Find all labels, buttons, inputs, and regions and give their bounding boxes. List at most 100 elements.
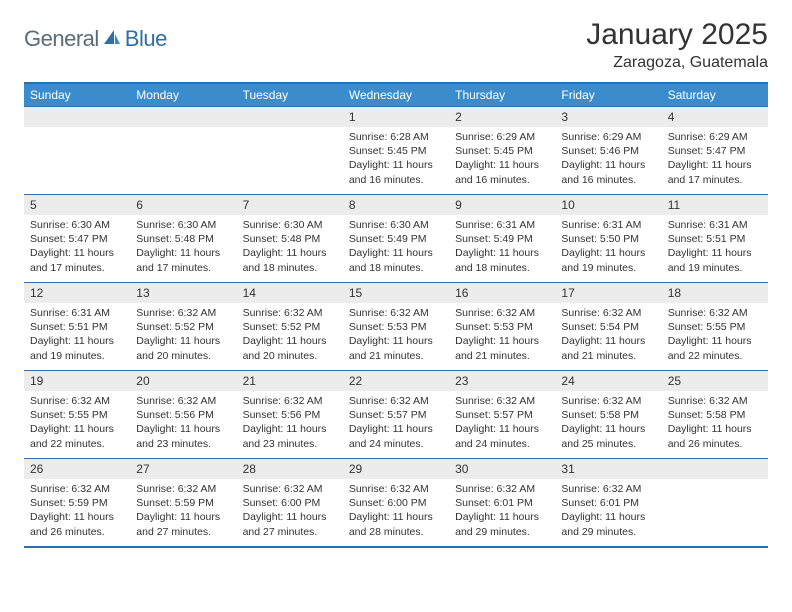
day-number: 14: [237, 283, 343, 303]
day-number: 7: [237, 195, 343, 215]
day-cell: 20Sunrise: 6:32 AMSunset: 5:56 PMDayligh…: [130, 371, 236, 459]
day-cell: 26Sunrise: 6:32 AMSunset: 5:59 PMDayligh…: [24, 459, 130, 547]
day-number: 31: [555, 459, 661, 479]
day-info: Sunrise: 6:31 AMSunset: 5:50 PMDaylight:…: [555, 215, 661, 279]
daylight-text: Daylight: 11 hours and 24 minutes.: [455, 422, 549, 450]
day-number: 23: [449, 371, 555, 391]
sunset-text: Sunset: 5:50 PM: [561, 232, 655, 246]
day-info: Sunrise: 6:30 AMSunset: 5:48 PMDaylight:…: [130, 215, 236, 279]
day-number: 30: [449, 459, 555, 479]
day-info: Sunrise: 6:32 AMSunset: 5:57 PMDaylight:…: [343, 391, 449, 455]
day-header-sat: Saturday: [662, 83, 768, 107]
daylight-text: Daylight: 11 hours and 22 minutes.: [30, 422, 124, 450]
day-info: Sunrise: 6:30 AMSunset: 5:47 PMDaylight:…: [24, 215, 130, 279]
sunrise-text: Sunrise: 6:32 AM: [455, 482, 549, 496]
day-cell: 12Sunrise: 6:31 AMSunset: 5:51 PMDayligh…: [24, 283, 130, 371]
day-header-wed: Wednesday: [343, 83, 449, 107]
daylight-text: Daylight: 11 hours and 23 minutes.: [243, 422, 337, 450]
sunrise-text: Sunrise: 6:32 AM: [561, 482, 655, 496]
day-header-fri: Friday: [555, 83, 661, 107]
sunrise-text: Sunrise: 6:32 AM: [136, 306, 230, 320]
sunset-text: Sunset: 5:47 PM: [668, 144, 762, 158]
sunset-text: Sunset: 5:57 PM: [455, 408, 549, 422]
calendar-table: Sunday Monday Tuesday Wednesday Thursday…: [24, 82, 768, 548]
sunset-text: Sunset: 5:45 PM: [349, 144, 443, 158]
day-cell: 30Sunrise: 6:32 AMSunset: 6:01 PMDayligh…: [449, 459, 555, 547]
day-info: Sunrise: 6:32 AMSunset: 5:59 PMDaylight:…: [24, 479, 130, 543]
sunrise-text: Sunrise: 6:31 AM: [30, 306, 124, 320]
daylight-text: Daylight: 11 hours and 18 minutes.: [455, 246, 549, 274]
day-number: 22: [343, 371, 449, 391]
day-number: 20: [130, 371, 236, 391]
sunrise-text: Sunrise: 6:29 AM: [561, 130, 655, 144]
day-number: 28: [237, 459, 343, 479]
week-row: 19Sunrise: 6:32 AMSunset: 5:55 PMDayligh…: [24, 371, 768, 459]
daylight-text: Daylight: 11 hours and 26 minutes.: [668, 422, 762, 450]
day-cell: 14Sunrise: 6:32 AMSunset: 5:52 PMDayligh…: [237, 283, 343, 371]
day-cell: 15Sunrise: 6:32 AMSunset: 5:53 PMDayligh…: [343, 283, 449, 371]
day-cell: 18Sunrise: 6:32 AMSunset: 5:55 PMDayligh…: [662, 283, 768, 371]
day-cell: 24Sunrise: 6:32 AMSunset: 5:58 PMDayligh…: [555, 371, 661, 459]
day-header-sun: Sunday: [24, 83, 130, 107]
daylight-text: Daylight: 11 hours and 29 minutes.: [561, 510, 655, 538]
day-cell: [662, 459, 768, 547]
day-info: Sunrise: 6:28 AMSunset: 5:45 PMDaylight:…: [343, 127, 449, 191]
day-cell: 31Sunrise: 6:32 AMSunset: 6:01 PMDayligh…: [555, 459, 661, 547]
daylight-text: Daylight: 11 hours and 25 minutes.: [561, 422, 655, 450]
sunrise-text: Sunrise: 6:32 AM: [349, 394, 443, 408]
day-info: Sunrise: 6:31 AMSunset: 5:51 PMDaylight:…: [662, 215, 768, 279]
day-info: Sunrise: 6:32 AMSunset: 6:00 PMDaylight:…: [343, 479, 449, 543]
day-cell: 8Sunrise: 6:30 AMSunset: 5:49 PMDaylight…: [343, 195, 449, 283]
logo: General Blue: [24, 26, 167, 52]
day-info: Sunrise: 6:32 AMSunset: 5:58 PMDaylight:…: [662, 391, 768, 455]
day-cell: [24, 107, 130, 195]
sunset-text: Sunset: 5:46 PM: [561, 144, 655, 158]
day-number: 16: [449, 283, 555, 303]
day-cell: [130, 107, 236, 195]
daylight-text: Daylight: 11 hours and 21 minutes.: [455, 334, 549, 362]
day-cell: 23Sunrise: 6:32 AMSunset: 5:57 PMDayligh…: [449, 371, 555, 459]
daylight-text: Daylight: 11 hours and 22 minutes.: [668, 334, 762, 362]
month-title: January 2025: [586, 18, 768, 52]
day-cell: [237, 107, 343, 195]
day-number: 10: [555, 195, 661, 215]
daylight-text: Daylight: 11 hours and 26 minutes.: [30, 510, 124, 538]
sunrise-text: Sunrise: 6:32 AM: [668, 394, 762, 408]
sunset-text: Sunset: 5:54 PM: [561, 320, 655, 334]
day-cell: 22Sunrise: 6:32 AMSunset: 5:57 PMDayligh…: [343, 371, 449, 459]
empty-day: [237, 107, 343, 127]
daylight-text: Daylight: 11 hours and 18 minutes.: [243, 246, 337, 274]
sunrise-text: Sunrise: 6:30 AM: [30, 218, 124, 232]
daylight-text: Daylight: 11 hours and 28 minutes.: [349, 510, 443, 538]
daylight-text: Daylight: 11 hours and 29 minutes.: [455, 510, 549, 538]
sunrise-text: Sunrise: 6:31 AM: [668, 218, 762, 232]
sunrise-text: Sunrise: 6:32 AM: [30, 394, 124, 408]
day-header-thu: Thursday: [449, 83, 555, 107]
daylight-text: Daylight: 11 hours and 17 minutes.: [668, 158, 762, 186]
day-cell: 10Sunrise: 6:31 AMSunset: 5:50 PMDayligh…: [555, 195, 661, 283]
day-info: Sunrise: 6:32 AMSunset: 5:59 PMDaylight:…: [130, 479, 236, 543]
daylight-text: Daylight: 11 hours and 17 minutes.: [30, 246, 124, 274]
day-header-mon: Monday: [130, 83, 236, 107]
day-cell: 11Sunrise: 6:31 AMSunset: 5:51 PMDayligh…: [662, 195, 768, 283]
day-info: Sunrise: 6:32 AMSunset: 6:01 PMDaylight:…: [555, 479, 661, 543]
day-cell: 29Sunrise: 6:32 AMSunset: 6:00 PMDayligh…: [343, 459, 449, 547]
sunrise-text: Sunrise: 6:30 AM: [243, 218, 337, 232]
day-header-row: Sunday Monday Tuesday Wednesday Thursday…: [24, 83, 768, 107]
daylight-text: Daylight: 11 hours and 20 minutes.: [243, 334, 337, 362]
sunset-text: Sunset: 5:56 PM: [243, 408, 337, 422]
logo-sail-icon: [102, 28, 122, 51]
sunrise-text: Sunrise: 6:32 AM: [455, 306, 549, 320]
daylight-text: Daylight: 11 hours and 19 minutes.: [668, 246, 762, 274]
title-block: January 2025 Zaragoza, Guatemala: [586, 18, 768, 72]
day-info: Sunrise: 6:32 AMSunset: 5:52 PMDaylight:…: [237, 303, 343, 367]
day-cell: 25Sunrise: 6:32 AMSunset: 5:58 PMDayligh…: [662, 371, 768, 459]
day-info: Sunrise: 6:32 AMSunset: 5:52 PMDaylight:…: [130, 303, 236, 367]
day-number: 24: [555, 371, 661, 391]
sunset-text: Sunset: 5:47 PM: [30, 232, 124, 246]
daylight-text: Daylight: 11 hours and 20 minutes.: [136, 334, 230, 362]
day-cell: 13Sunrise: 6:32 AMSunset: 5:52 PMDayligh…: [130, 283, 236, 371]
day-number: 11: [662, 195, 768, 215]
sunset-text: Sunset: 5:53 PM: [455, 320, 549, 334]
sunset-text: Sunset: 5:49 PM: [455, 232, 549, 246]
